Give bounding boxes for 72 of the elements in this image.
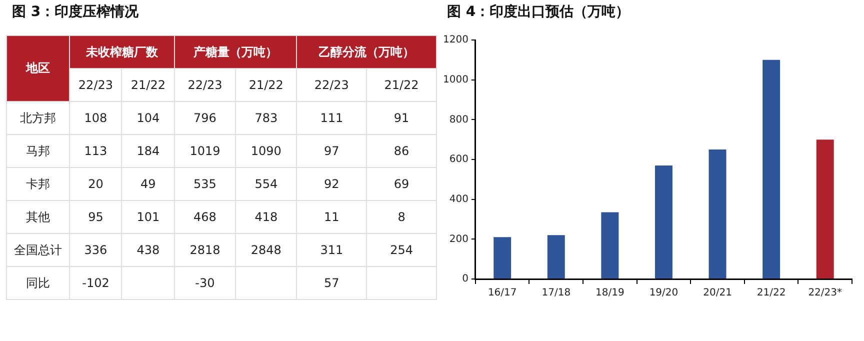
data-label: 796 (174, 102, 236, 134)
y-tick-label: 卡邦 (7, 168, 69, 200)
x-tick-label: 22/23 (174, 69, 236, 101)
data-label: 8 (367, 201, 436, 233)
data-label: 113 (70, 135, 122, 167)
data-label: 438 (122, 234, 174, 266)
data-label: 111 (297, 102, 366, 134)
x-tick-label: 22/23 (70, 69, 122, 101)
chart-title: 图 4：印度出口预估（万吨） (447, 3, 630, 21)
data-label: 86 (367, 135, 436, 167)
data-label: 57 (297, 267, 366, 299)
x-tick-label: 18/19 (596, 288, 624, 299)
data-label: -102 (70, 267, 122, 299)
bar (762, 60, 780, 278)
data-label: 336 (70, 234, 122, 266)
y-tick-label: 600 (449, 154, 468, 166)
x-tick-label: 22/23* (808, 288, 842, 299)
data-label: 11 (297, 201, 366, 233)
y-tick-label: 400 (449, 194, 468, 205)
x-tick-label: 21/22 (236, 69, 296, 101)
bar (547, 235, 565, 278)
data-label: 535 (174, 168, 236, 200)
data-label: 554 (236, 168, 296, 200)
data-label: 104 (122, 102, 174, 134)
data-label: 1090 (236, 135, 296, 167)
bar (708, 150, 726, 278)
y-tick-label: 马邦 (7, 135, 69, 167)
x-tick-label: 21/22 (367, 69, 436, 101)
data-label: 311 (297, 234, 366, 266)
data-label: 254 (367, 234, 436, 266)
y-tick-label: 全国总计 (7, 234, 69, 266)
bar (816, 140, 834, 278)
bar (601, 212, 619, 278)
data-label: 783 (236, 102, 296, 134)
y-tick-label: 0 (462, 274, 468, 285)
x-tick-label: 22/23 (297, 69, 366, 101)
bar (654, 165, 672, 278)
x-tick-label: 16/17 (488, 288, 517, 299)
data-label: 91 (367, 102, 436, 134)
y-tick-label: 同比 (7, 267, 69, 299)
y-tick-label: 其他 (7, 201, 69, 233)
data-label: 101 (122, 201, 174, 233)
data-label: -30 (174, 267, 236, 299)
data-label: 95 (70, 201, 122, 233)
data-label: 418 (236, 201, 296, 233)
text: 乙醇分流（万吨） (297, 36, 436, 68)
chart-title: 图 3：印度压榨情况 (12, 3, 139, 21)
x-tick-label: 17/18 (542, 288, 571, 299)
data-label: 108 (70, 102, 122, 134)
y-tick-label: 200 (449, 234, 468, 245)
y-tick-label: 1200 (442, 34, 468, 46)
data-label: 49 (122, 168, 174, 200)
data-label: 2848 (236, 234, 296, 266)
data-label: 92 (297, 168, 366, 200)
x-tick-label: 21/22 (122, 69, 174, 101)
y-tick-label: 800 (449, 114, 468, 126)
data-label: 2818 (174, 234, 236, 266)
x-tick-label: 21/22 (756, 288, 786, 299)
data-label: 20 (70, 168, 122, 200)
text: 未收榨糖厂数 (70, 36, 174, 68)
data-label: 69 (367, 168, 436, 200)
data-label: 1019 (174, 135, 236, 167)
x-tick-label: 19/20 (649, 288, 678, 299)
data-label: 468 (174, 201, 236, 233)
data-label: 184 (122, 135, 174, 167)
y-tick-label: 1000 (442, 74, 468, 86)
data-label: 97 (297, 135, 366, 167)
text: 地区 (7, 36, 69, 101)
y-tick-label: 北方邦 (7, 102, 69, 134)
bar (494, 237, 512, 278)
x-tick-label: 20/21 (703, 288, 732, 299)
text: 产糖量（万吨） (174, 36, 296, 68)
